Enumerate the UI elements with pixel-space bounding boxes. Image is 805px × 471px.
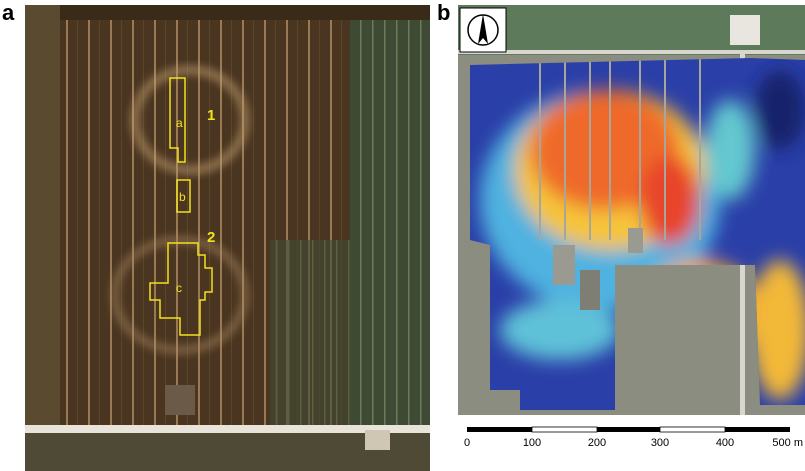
scale-label: 300 [651, 437, 669, 449]
scale-bar [467, 427, 790, 432]
annotation: 2 [207, 229, 215, 246]
scale-label: 500 m [772, 437, 803, 449]
scale-label: 0 [464, 437, 470, 449]
figure: a 1 2 a b c [0, 0, 805, 471]
annotation: 1 [207, 107, 215, 124]
area-label: b [179, 190, 186, 204]
scale-label: 100 [523, 437, 541, 449]
area-label: c [176, 281, 182, 295]
panel-label: b [437, 0, 450, 25]
panel-label: a [2, 0, 15, 25]
area-label: a [176, 116, 183, 130]
aerial-photo [25, 5, 430, 471]
scale-label: 200 [588, 437, 606, 449]
scale-label: 400 [716, 437, 734, 449]
magnetic-map [458, 5, 805, 415]
